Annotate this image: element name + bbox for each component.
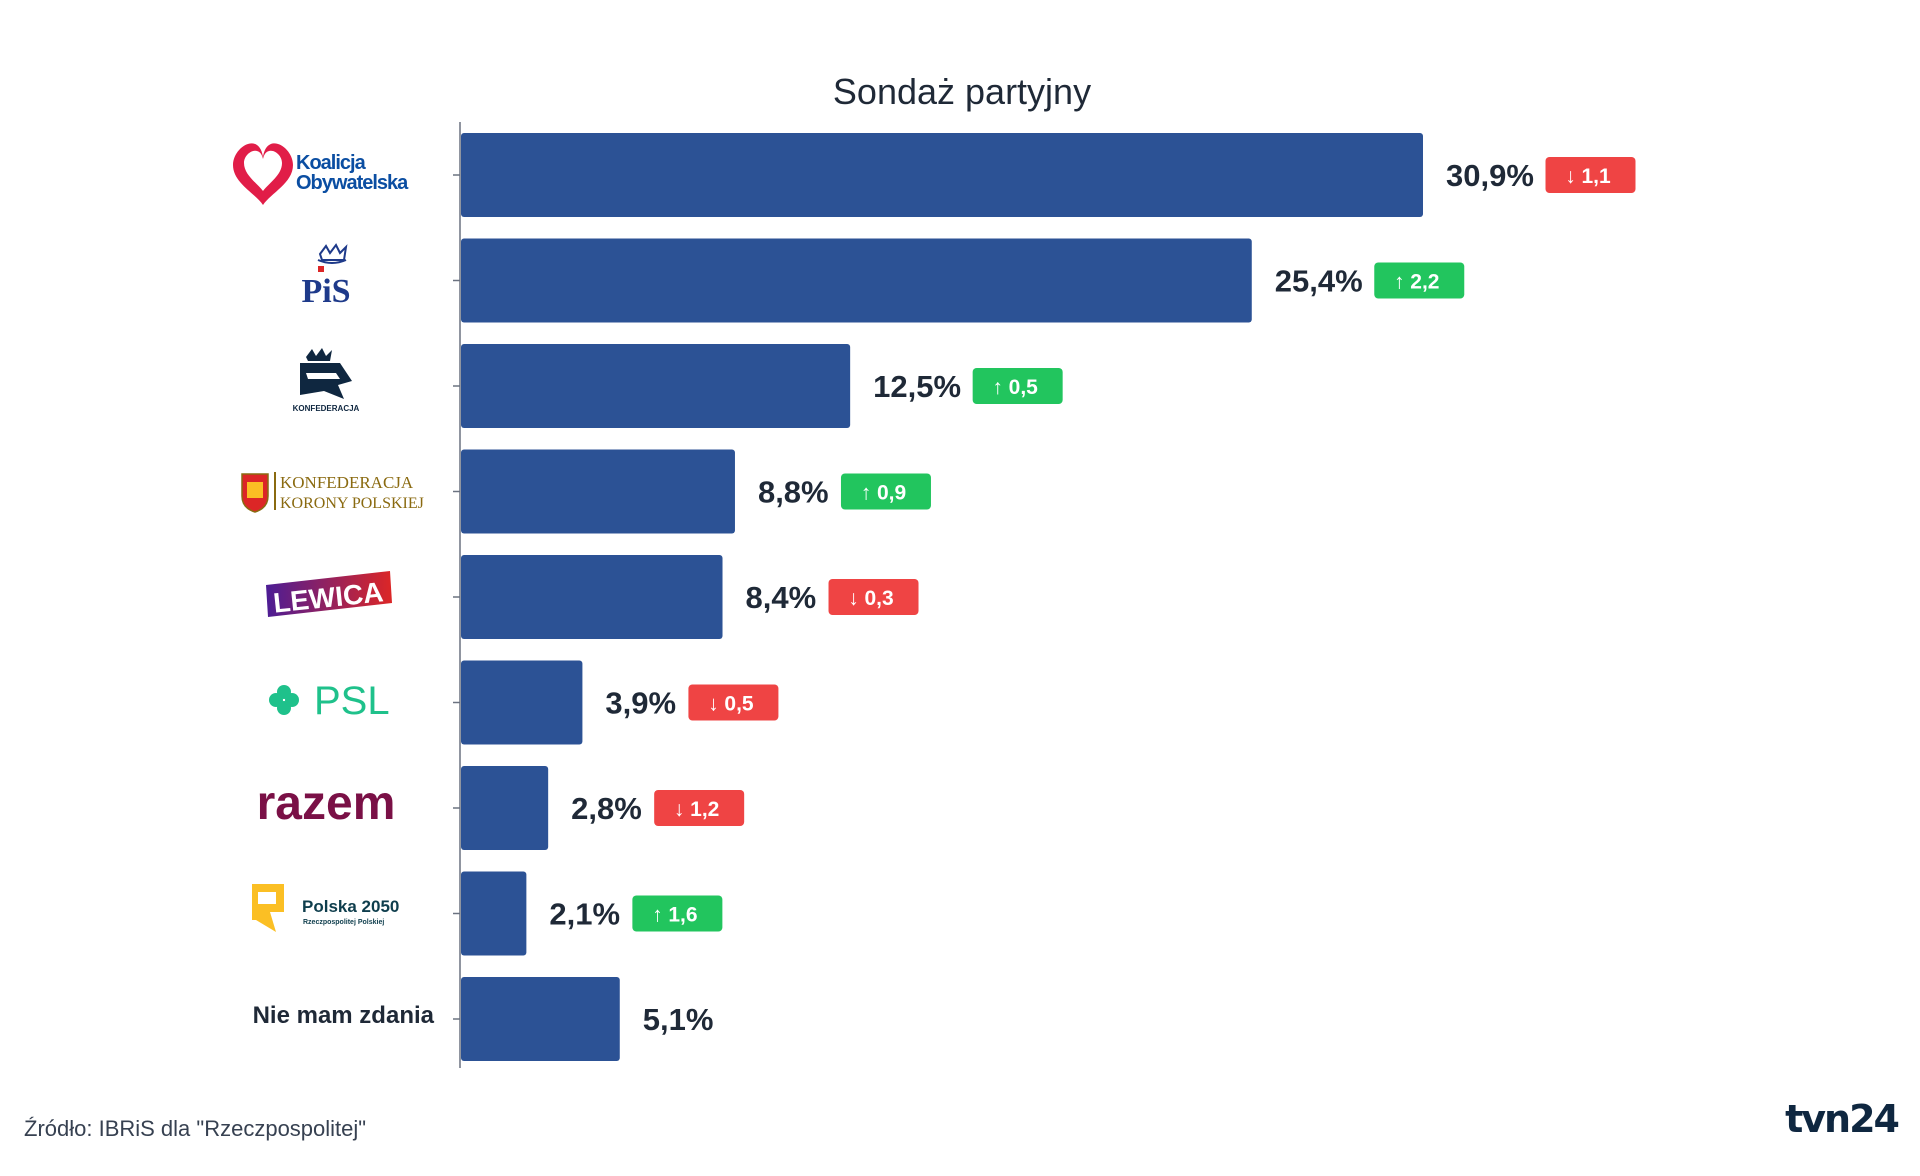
- polska2050-emblem-cut: [258, 892, 276, 904]
- bars-group: [461, 133, 1423, 1061]
- arrow-down-icon: ↓: [674, 798, 685, 821]
- eagle-crown-icon: [318, 243, 348, 261]
- value-label: 8,8%: [758, 475, 829, 510]
- category-label-nie-mam-zdania: Nie mam zdania: [253, 1002, 435, 1029]
- arrow-up-icon: ↑: [1394, 271, 1405, 294]
- kkp-shield-inner-icon: [247, 482, 263, 498]
- bar: [461, 766, 549, 850]
- razem-logo: razem: [257, 777, 396, 830]
- arrow-down-icon: ↓: [708, 693, 719, 716]
- konfederacja-crown-icon: [306, 348, 332, 361]
- bar: [461, 871, 527, 956]
- arrow-down-icon: ↓: [848, 587, 859, 610]
- change-label: 0,5: [1009, 376, 1039, 399]
- value-labels-group: 30,9% 25,4% 12,5% 8,8% 8,4% 3,9% 2,8% 2,1% 5,1%: [549, 158, 1534, 1037]
- value-label: 25,4%: [1275, 264, 1363, 299]
- pis-dot-icon: [318, 266, 324, 272]
- arrow-up-icon: ↑: [861, 482, 872, 505]
- change-label: 2,2: [1410, 271, 1439, 294]
- change-label: 1,2: [690, 798, 719, 821]
- konfederacja-stripe-icon: [306, 373, 340, 379]
- change-label: 0,5: [724, 693, 754, 716]
- pis-logo: PiS: [301, 243, 351, 310]
- kkp-logo-line2: KORONY POLSKIEJ: [280, 495, 424, 512]
- arrow-down-icon: ↓: [1565, 165, 1576, 188]
- konfederacja-emblem-icon: [300, 363, 352, 399]
- value-label: 8,4%: [746, 580, 817, 615]
- value-label: 12,5%: [873, 369, 961, 404]
- polska2050-logo: Polska 2050 Rzeczpospolitej Polskiej: [252, 884, 399, 932]
- polska2050-emblem-icon: [252, 884, 284, 932]
- value-label: 30,9%: [1446, 158, 1534, 193]
- change-label: 1,6: [668, 904, 697, 927]
- change-badges-group: ↓ 1,1↑ 2,2↑ 0,5↑ 0,9↓ 0,3↓ 0,5↓ 1,2↑ 1,6: [632, 157, 1636, 932]
- value-label: 5,1%: [643, 1002, 714, 1037]
- change-label: 0,3: [865, 587, 894, 610]
- change-badge: [688, 684, 779, 721]
- category-labels: Koalicja Obywatelska PiS KONFEDERACJA KO…: [233, 143, 435, 1029]
- bar: [461, 555, 723, 639]
- lewica-band: [266, 571, 392, 617]
- value-label: 3,9%: [605, 686, 676, 721]
- change-label: 1,1: [1582, 165, 1612, 188]
- bar: [461, 449, 735, 534]
- lewica-logo: LEWICA: [266, 571, 392, 619]
- ko-logo-line2: Obywatelska: [296, 172, 409, 194]
- change-badge: [828, 579, 919, 615]
- konfederacja-logo: KONFEDERACJA: [293, 348, 360, 413]
- value-label: 2,1%: [549, 897, 620, 932]
- change-badge: [632, 895, 723, 932]
- bar: [461, 133, 1423, 217]
- change-badge: [1374, 262, 1465, 299]
- polska2050-logo-line1: Polska 2050: [302, 897, 399, 916]
- kkp-logo-line1: KONFEDERACJA: [280, 473, 414, 492]
- razem-logo-text: razem: [257, 777, 396, 830]
- change-badge: [654, 790, 745, 826]
- arrow-up-icon: ↑: [992, 376, 1003, 399]
- kkp-divider: [274, 472, 276, 510]
- pis-logo-text: PiS: [301, 273, 350, 310]
- psl-logo: PSL: [269, 679, 390, 723]
- y-axis-ticks: [453, 174, 460, 1020]
- ko-logo: Koalicja Obywatelska: [233, 143, 410, 205]
- bar: [461, 977, 620, 1061]
- change-badge: [840, 473, 931, 510]
- clover-icon: [269, 685, 299, 715]
- polska2050-logo-line2: Rzeczpospolitej Polskiej: [303, 919, 384, 926]
- source-note: Źródło: IBRiS dla "Rzeczpospolitej": [24, 1116, 366, 1141]
- bar: [461, 660, 583, 745]
- eagle-wing-icon: [317, 259, 347, 264]
- bar: [461, 238, 1252, 323]
- change-label: 0,9: [877, 482, 906, 505]
- value-label: 2,8%: [571, 791, 642, 826]
- ko-logo-line1: Koalicja: [296, 152, 367, 174]
- change-badge: [972, 368, 1063, 404]
- konfederacja-logo-text: KONFEDERACJA: [293, 404, 360, 413]
- heart-inner-icon: [244, 150, 282, 191]
- chart-title: Sondaż partyjny: [833, 71, 1091, 112]
- psl-logo-text: PSL: [314, 679, 390, 723]
- change-badge: [1545, 157, 1636, 193]
- kkp-logo: KONFEDERACJA KORONY POLSKIEJ: [241, 472, 424, 513]
- tvn24-logo: tvn24: [1785, 1097, 1898, 1141]
- bar: [461, 344, 851, 428]
- arrow-up-icon: ↑: [652, 904, 663, 927]
